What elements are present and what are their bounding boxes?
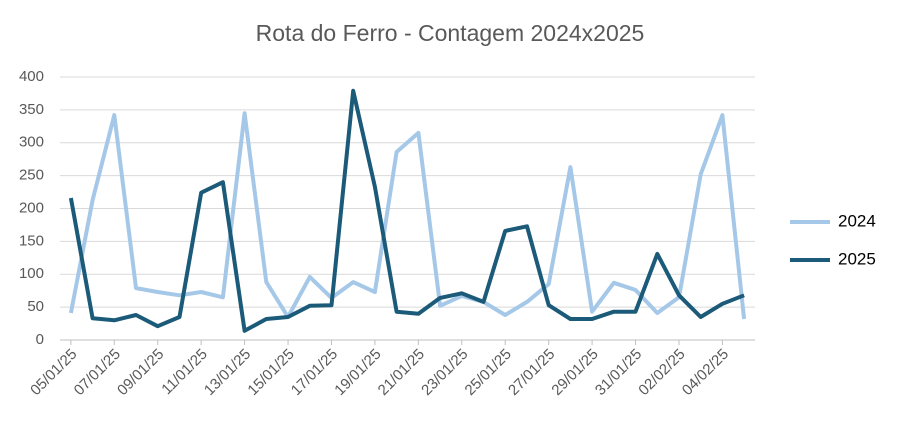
y-tick-label: 250 bbox=[19, 167, 44, 184]
y-tick-label: 400 bbox=[19, 68, 44, 85]
y-tick-label: 100 bbox=[19, 265, 44, 282]
series-line bbox=[68, 88, 745, 333]
legend-label: 2025 bbox=[838, 249, 876, 268]
x-tick-label: 29/01/25 bbox=[548, 346, 601, 399]
x-tick-label: 02/02/25 bbox=[635, 346, 688, 399]
x-tick-label: 19/01/25 bbox=[331, 346, 384, 399]
x-tick-label: 04/02/25 bbox=[679, 346, 732, 399]
x-tick-label: 13/01/25 bbox=[201, 346, 254, 399]
y-tick-label: 300 bbox=[19, 134, 44, 151]
x-tick-label: 17/01/25 bbox=[288, 346, 341, 399]
y-tick-label: 0 bbox=[36, 331, 44, 348]
y-tick-label: 200 bbox=[19, 199, 44, 216]
x-tick-label: 21/01/25 bbox=[375, 346, 428, 399]
legend-label: 2024 bbox=[838, 211, 876, 230]
x-tick-label: 25/01/25 bbox=[462, 346, 515, 399]
y-tick-label: 350 bbox=[19, 101, 44, 118]
x-tick-label: 23/01/25 bbox=[418, 346, 471, 399]
chart-title: Rota do Ferro - Contagem 2024x2025 bbox=[256, 20, 645, 46]
x-tick-label: 15/01/25 bbox=[244, 346, 297, 399]
x-tick-label: 05/01/25 bbox=[27, 346, 80, 399]
y-tick-label: 150 bbox=[19, 232, 44, 249]
x-tick-label: 09/01/25 bbox=[114, 346, 167, 399]
x-tick-label: 31/01/25 bbox=[592, 346, 645, 399]
x-tick-label: 07/01/25 bbox=[71, 346, 124, 399]
x-tick-label: 27/01/25 bbox=[505, 346, 558, 399]
y-tick-label: 50 bbox=[27, 298, 44, 315]
